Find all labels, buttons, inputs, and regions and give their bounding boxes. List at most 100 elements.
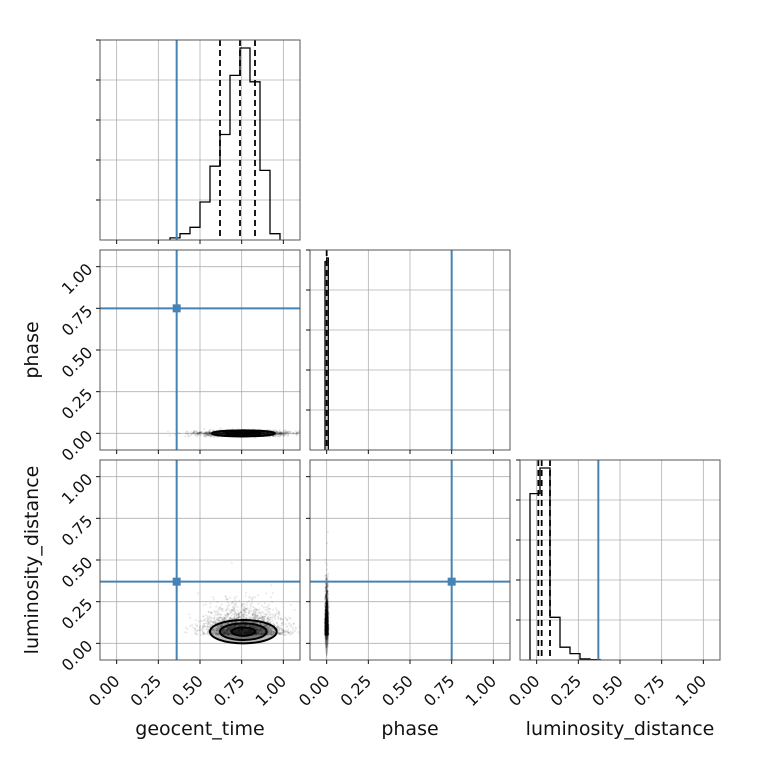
sample-point	[206, 433, 209, 436]
sample-point	[213, 617, 216, 619]
sample-point	[251, 596, 254, 599]
sample-point	[205, 603, 207, 606]
sample-point	[239, 432, 242, 435]
sample-point	[254, 613, 257, 616]
sample-point	[241, 432, 244, 435]
sample-point	[216, 601, 219, 603]
sample-point	[279, 431, 282, 434]
sample-point	[280, 624, 283, 627]
sample-point	[218, 432, 221, 435]
sample-point	[242, 433, 245, 436]
sample-point	[249, 606, 252, 609]
sample-point	[273, 434, 276, 437]
sample-point	[271, 435, 274, 438]
sample-point	[245, 432, 247, 435]
sample-point	[214, 610, 217, 613]
sample-point	[234, 432, 237, 435]
sample-point	[207, 434, 210, 437]
sample-point	[262, 617, 265, 620]
sample-point	[245, 432, 248, 435]
sample-point	[234, 432, 237, 435]
sample-point	[219, 613, 222, 616]
sample-point	[245, 611, 248, 614]
sample-point	[239, 433, 241, 436]
sample-point	[217, 432, 220, 435]
sample-point	[254, 431, 256, 434]
sample-point	[282, 431, 285, 434]
sample-point	[205, 431, 208, 434]
sample-point	[235, 631, 237, 634]
sample-point	[177, 431, 180, 434]
sample-point	[241, 431, 244, 434]
sample-point	[295, 431, 298, 434]
sample-point	[249, 432, 252, 435]
sample-point	[247, 431, 250, 434]
sample-point	[211, 621, 214, 624]
sample-point	[249, 629, 252, 632]
sample-point	[325, 568, 328, 571]
sample-point	[236, 433, 239, 436]
sample-point	[263, 602, 266, 605]
sample-point	[243, 431, 246, 434]
sample-point	[205, 432, 208, 435]
sample-point	[277, 616, 280, 619]
sample-point	[220, 432, 223, 435]
sample-point	[279, 433, 282, 436]
sample-point	[199, 624, 202, 627]
sample-point	[252, 614, 255, 617]
sample-point	[283, 430, 286, 433]
sample-point	[238, 432, 241, 435]
sample-point	[249, 431, 252, 434]
sample-point	[281, 432, 284, 435]
sample-point	[272, 615, 275, 618]
sample-point	[239, 631, 242, 633]
sample-point	[212, 629, 215, 631]
sample-point	[208, 431, 211, 434]
sample-point	[278, 633, 280, 635]
sample-point	[237, 432, 240, 435]
sample-point	[247, 625, 250, 627]
sample-point	[254, 610, 257, 613]
sample-point	[240, 432, 243, 435]
sample-point	[244, 432, 247, 435]
sample-point	[262, 432, 264, 435]
sample-point	[276, 433, 279, 436]
sample-point	[240, 432, 243, 435]
sample-point	[245, 431, 248, 434]
sample-point	[253, 432, 256, 435]
sample-point	[247, 432, 250, 435]
sample-point	[198, 431, 200, 434]
sample-point	[243, 432, 245, 435]
sample-point	[244, 624, 247, 627]
sample-point	[262, 432, 265, 435]
sample-point	[227, 601, 230, 604]
sample-point	[251, 432, 253, 435]
sample-point	[240, 611, 243, 614]
sample-point	[246, 431, 249, 434]
sample-point	[236, 431, 239, 434]
sample-point	[240, 430, 243, 433]
sample-point	[199, 431, 201, 434]
sample-point	[227, 628, 230, 631]
sample-point	[241, 629, 244, 632]
sample-point	[244, 611, 246, 613]
sample-point	[242, 606, 245, 609]
sample-point	[246, 432, 249, 435]
sample-point	[237, 629, 240, 632]
sample-point	[240, 432, 243, 435]
sample-point	[252, 625, 255, 628]
sample-point	[278, 430, 281, 433]
sample-point	[238, 613, 240, 616]
sample-point	[249, 432, 252, 435]
sample-point	[234, 624, 236, 627]
sample-point	[260, 432, 263, 435]
sample-point	[260, 604, 263, 607]
sample-point	[237, 432, 240, 435]
sample-point	[244, 591, 247, 594]
sample-point	[218, 432, 221, 434]
sample-point	[199, 431, 202, 434]
sample-point	[250, 432, 253, 435]
sample-point	[226, 633, 229, 636]
sample-point	[242, 433, 245, 435]
sample-point	[230, 625, 233, 628]
